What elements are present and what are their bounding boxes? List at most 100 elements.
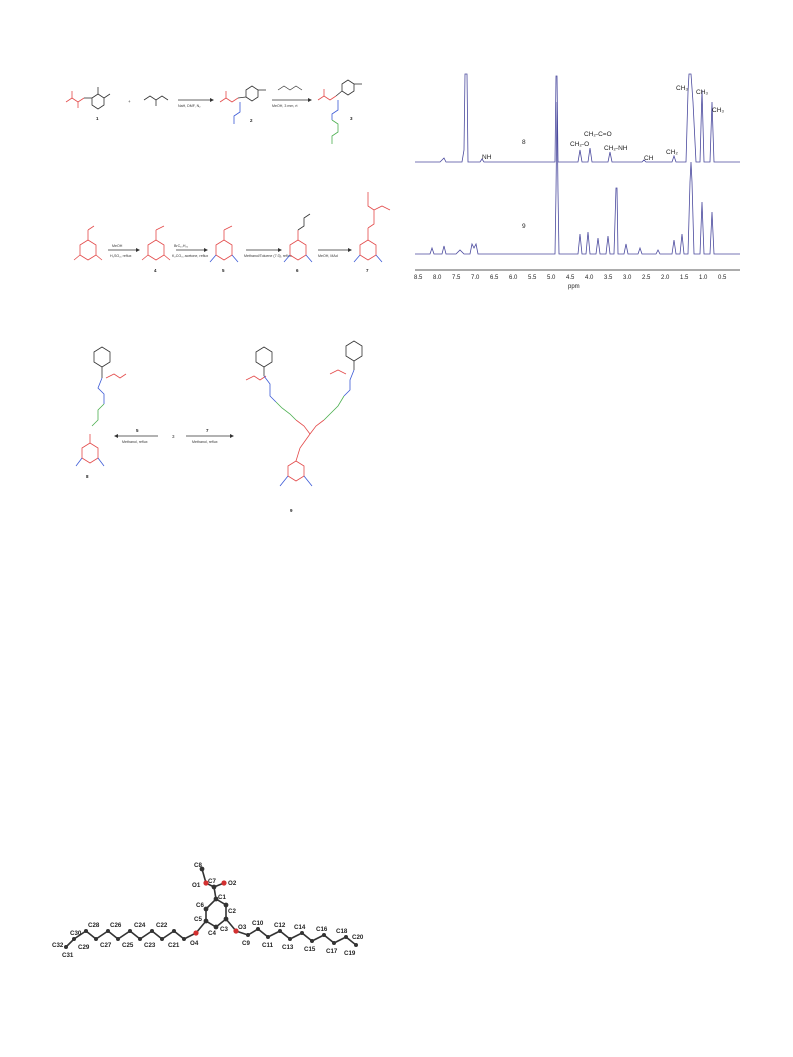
right-arrow-label: 7 (206, 428, 209, 433)
peak-label-nh: NH (482, 154, 492, 161)
atom-label: C32 (52, 942, 64, 949)
atom-label: O4 (190, 940, 199, 947)
atom-label: C11 (262, 942, 274, 949)
atom-label: C27 (100, 942, 112, 949)
nmr-x-ticks: 8.5 8.0 7.5 7.0 6.5 6.0 5.5 5.0 4.5 4.0 … (414, 275, 727, 281)
atom-label: C7 (208, 878, 216, 885)
nmr-spectra-panel: 8 9 NH CH₂-O CH₂-C=O CH₂-NH CH CH₂ CH₃ C… (410, 62, 750, 292)
reagent-4: H₂SO₄, reflux (110, 254, 132, 258)
atom-label: C10 (252, 920, 264, 927)
x-tick: 6.0 (509, 275, 518, 281)
x-tick: 6.5 (490, 275, 499, 281)
scheme-1-graphic: 1 + NaH, DMF, N₂ 2 MeOH, 3 mm, rt (65, 79, 362, 144)
diamine-reagent (277, 85, 303, 91)
reagent-8: MeOH, MAd (318, 254, 338, 258)
arrowhead-1 (210, 98, 214, 102)
atom-label: C16 (316, 926, 328, 933)
nmr-spectra-graphic: 8 9 NH CH₂-O CH₂-C=O CH₂-NH CH CH₂ CH₃ C… (414, 73, 740, 290)
atom-label: C22 (156, 922, 168, 929)
atom-label: C18 (336, 928, 348, 935)
center-compound-label: 3 (172, 434, 175, 439)
x-tick: 5.5 (528, 275, 537, 281)
dihydroxybenzoic-acid (73, 225, 103, 261)
x-tick: 2.5 (642, 275, 651, 281)
atom-label: C21 (168, 942, 180, 949)
peak-label-ch3-b: CH₃ (696, 89, 708, 96)
atom-label: C25 (122, 942, 134, 949)
atom-label: C1 (218, 894, 226, 901)
compound-label-6: 6 (296, 268, 299, 273)
x-tick: 8.0 (433, 275, 442, 281)
reagent-1: NaH, DMF, N₂ (178, 104, 201, 108)
atom-label: C20 (352, 934, 364, 941)
compound-7 (353, 192, 391, 263)
compound-8 (75, 346, 127, 467)
nmr-trace-8 (415, 73, 740, 163)
crystal-structure-graphic: C8 O1 C7 O2 C6 C1 C2 C5 C3 C4 O4 O3 C32 … (52, 862, 364, 959)
atom-label: O2 (228, 880, 237, 887)
atom-label: C14 (294, 924, 306, 931)
reagent-2: MeOH, 3 mm, rt (272, 104, 298, 108)
trace-label-9: 9 (522, 223, 526, 230)
atom-label: C29 (78, 944, 90, 951)
peak-label-ch2-nh: CH₂-NH (604, 145, 628, 152)
compound-label-9: 9 (290, 508, 293, 513)
arrowhead-4 (204, 248, 208, 252)
compound-5 (209, 225, 239, 263)
atom-label: C13 (282, 944, 294, 951)
right-arrowhead (230, 434, 234, 438)
peak-label-ch2-co: CH₂-C=O (584, 131, 612, 138)
crystal-structure-panel: C8 O1 C7 O2 C6 C1 C2 C5 C3 C4 O4 O3 C32 … (50, 855, 370, 975)
x-tick: 2.0 (661, 275, 670, 281)
compound-label-2: 2 (250, 118, 253, 123)
atom-label: C3 (220, 926, 228, 933)
x-tick: 1.0 (699, 275, 708, 281)
arrowhead-6 (348, 248, 352, 252)
arrowhead-3 (136, 248, 140, 252)
left-arrowhead (114, 434, 118, 438)
crystal-atoms (64, 866, 358, 949)
atom-label: C6 (196, 902, 204, 909)
scheme-1-synthesis: 1 + NaH, DMF, N₂ 2 MeOH, 3 mm, rt (60, 60, 410, 150)
compound-1 (65, 87, 111, 110)
atom-label: C23 (144, 942, 156, 949)
left-arrow-label: 5 (136, 428, 139, 433)
atom-label: C31 (62, 952, 74, 959)
atom-label: C2 (228, 908, 236, 915)
peak-label-ch3-a: CH₃ (676, 85, 688, 92)
right-arrow-reagent: Methanol, reflux (192, 440, 218, 444)
trace-label-8: 8 (522, 139, 526, 146)
atom-label: C17 (326, 948, 338, 955)
compound-label-4: 4 (154, 268, 157, 273)
atom-label: C9 (242, 940, 250, 947)
compound-label-8: 8 (86, 474, 89, 479)
x-tick: 3.5 (604, 275, 613, 281)
scheme-2-synthesis: MeOH H₂SO₄, reflux 4 BrC₁₀H₂₁ K₂CO₃, ace… (60, 170, 410, 290)
x-tick: 4.0 (585, 275, 594, 281)
compound-9 (245, 340, 363, 487)
atom-label: O1 (192, 882, 201, 889)
x-tick: 1.5 (680, 275, 689, 281)
left-arrow-reagent: Methanol, reflux (122, 440, 148, 444)
atom-label: C19 (344, 950, 356, 957)
atom-label: C8 (194, 862, 202, 869)
x-tick: 4.5 (566, 275, 575, 281)
compound-4 (141, 225, 171, 261)
scheme-2-graphic: MeOH H₂SO₄, reflux 4 BrC₁₀H₂₁ K₂CO₃, ace… (73, 192, 391, 273)
arrowhead-5 (278, 248, 282, 252)
plus-sign: + (128, 99, 131, 104)
atom-label: C5 (194, 916, 202, 923)
atom-label: C28 (88, 922, 100, 929)
atom-label: C15 (304, 946, 316, 953)
scheme-3-synthesis: 8 5 Methanol, reflux 3 7 Methanol, reflu… (60, 330, 410, 520)
atom-label: C12 (274, 922, 286, 929)
nmr-x-label: ppm (568, 284, 580, 290)
peak-label-ch3-c: CH₃ (712, 107, 724, 114)
reagent-5: BrC₁₀H₂₁ (174, 244, 189, 248)
scheme-3-graphic: 8 5 Methanol, reflux 3 7 Methanol, reflu… (75, 340, 363, 513)
x-tick: 0.5 (718, 275, 727, 281)
atom-label: O3 (238, 924, 247, 931)
arrowhead-2 (308, 98, 312, 102)
atom-label: C30 (70, 930, 82, 937)
x-tick: 7.5 (452, 275, 461, 281)
